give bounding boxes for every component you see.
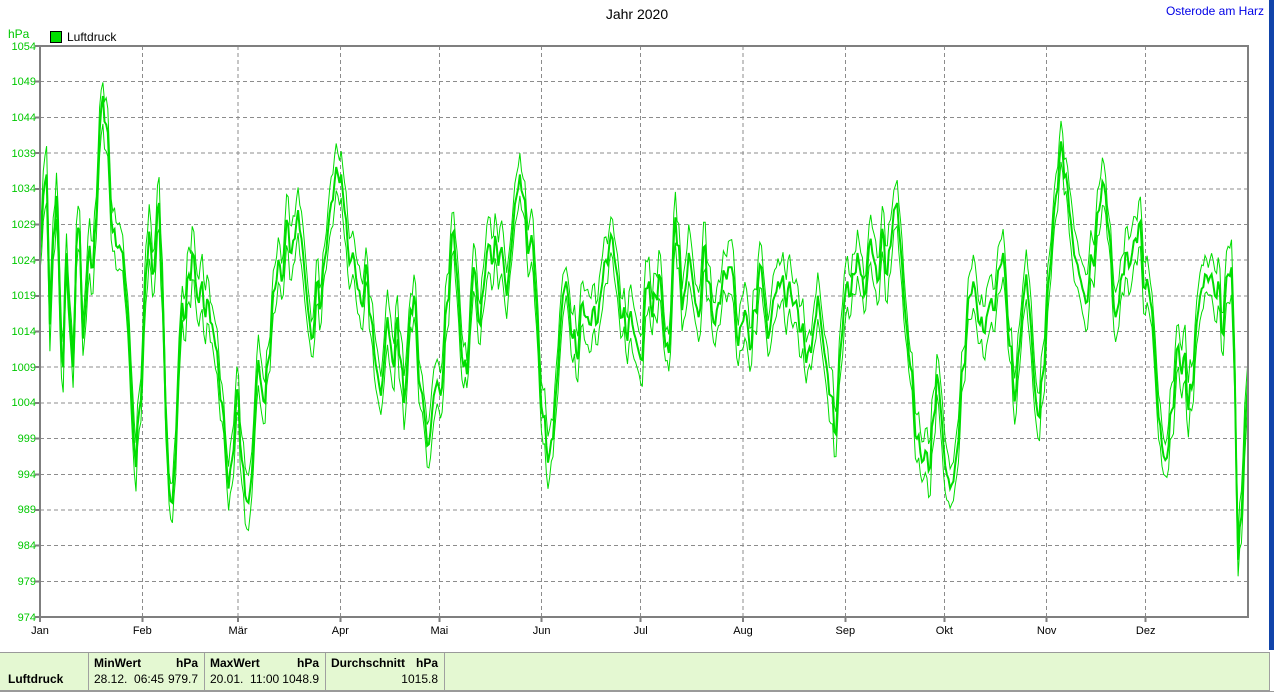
- x-month-label: Mai: [430, 625, 449, 637]
- minwert-unit-header: hPa: [175, 656, 198, 670]
- x-month-label: Nov: [1036, 625, 1057, 637]
- x-month-label: Feb: [132, 625, 152, 637]
- statistics-table: Luftdruck MinWert hPa 28.12. 06:45 979.7…: [0, 652, 1270, 691]
- durchschnitt-header: Durchschnitt: [331, 656, 406, 670]
- minwert-date: 28.12. 06:45: [94, 672, 165, 686]
- legend: Luftdruck: [50, 30, 116, 44]
- y-tick-label: 1019: [11, 290, 36, 303]
- legend-series-label: Luftdruck: [67, 30, 117, 44]
- pressure-series-lines: [39, 82, 1249, 577]
- legend-swatch-icon: [50, 31, 62, 43]
- x-month-label: Aug: [733, 625, 753, 637]
- maxwert-header: MaxWert: [210, 656, 260, 670]
- y-tick-label: 989: [17, 504, 36, 517]
- y-tick-label: 1024: [11, 254, 36, 267]
- y-tick-label: 1039: [11, 147, 36, 160]
- maxwert-value: 1048.9: [282, 672, 319, 686]
- x-month-label: Apr: [331, 625, 349, 637]
- y-tick-label: 1054: [11, 40, 36, 53]
- table-separator: [444, 653, 445, 690]
- x-month-label: Jun: [532, 625, 551, 637]
- x-month-label: Okt: [935, 625, 953, 637]
- y-tick-label: 994: [17, 468, 36, 481]
- y-tick-label: 979: [17, 575, 36, 588]
- table-separator: [325, 653, 326, 690]
- table-separator: [1269, 653, 1270, 690]
- x-month-label: Mär: [228, 625, 248, 637]
- y-tick-label: 1014: [11, 326, 36, 338]
- plot-border: [39, 45, 1249, 618]
- y-tick-label: 999: [17, 433, 36, 446]
- axis-ticks: [35, 45, 1147, 622]
- y-tick-label: 1049: [11, 76, 36, 89]
- y-tick-label: 1009: [11, 361, 36, 374]
- maxwert-unit-header: hPa: [296, 656, 319, 670]
- page-title: Jahr 2020: [605, 6, 669, 22]
- table-separator: [204, 653, 205, 690]
- maxwert-date: 20.01. 11:00: [210, 672, 280, 686]
- y-tick-label: 984: [17, 540, 36, 553]
- y-tick-label: 1004: [11, 397, 36, 410]
- table-row-label: Luftdruck: [8, 672, 64, 686]
- y-tick-label: 1044: [11, 111, 36, 124]
- y-axis-unit-label: hPa: [8, 27, 30, 41]
- durchschnitt-unit-header: hPa: [415, 656, 438, 670]
- x-month-label: Jul: [633, 625, 648, 637]
- station-name-link[interactable]: Osterode am Harz: [1165, 4, 1264, 18]
- x-month-label: Dez: [1135, 625, 1156, 637]
- x-month-label: Sep: [835, 625, 856, 637]
- minwert-header: MinWert: [94, 656, 142, 670]
- x-month-label: Jan: [31, 625, 49, 637]
- window-edge-bar: [1269, 0, 1274, 650]
- y-tick-label: 974: [17, 611, 36, 624]
- pressure-chart-plot-area: [35, 45, 1249, 622]
- minwert-value: 979.7: [167, 672, 198, 686]
- y-tick-label: 1034: [11, 183, 36, 196]
- y-tick-label: 1029: [11, 218, 36, 231]
- durchschnitt-value: 1015.8: [401, 672, 438, 686]
- table-separator: [88, 653, 89, 690]
- pressure-chart-svg: [35, 45, 1249, 622]
